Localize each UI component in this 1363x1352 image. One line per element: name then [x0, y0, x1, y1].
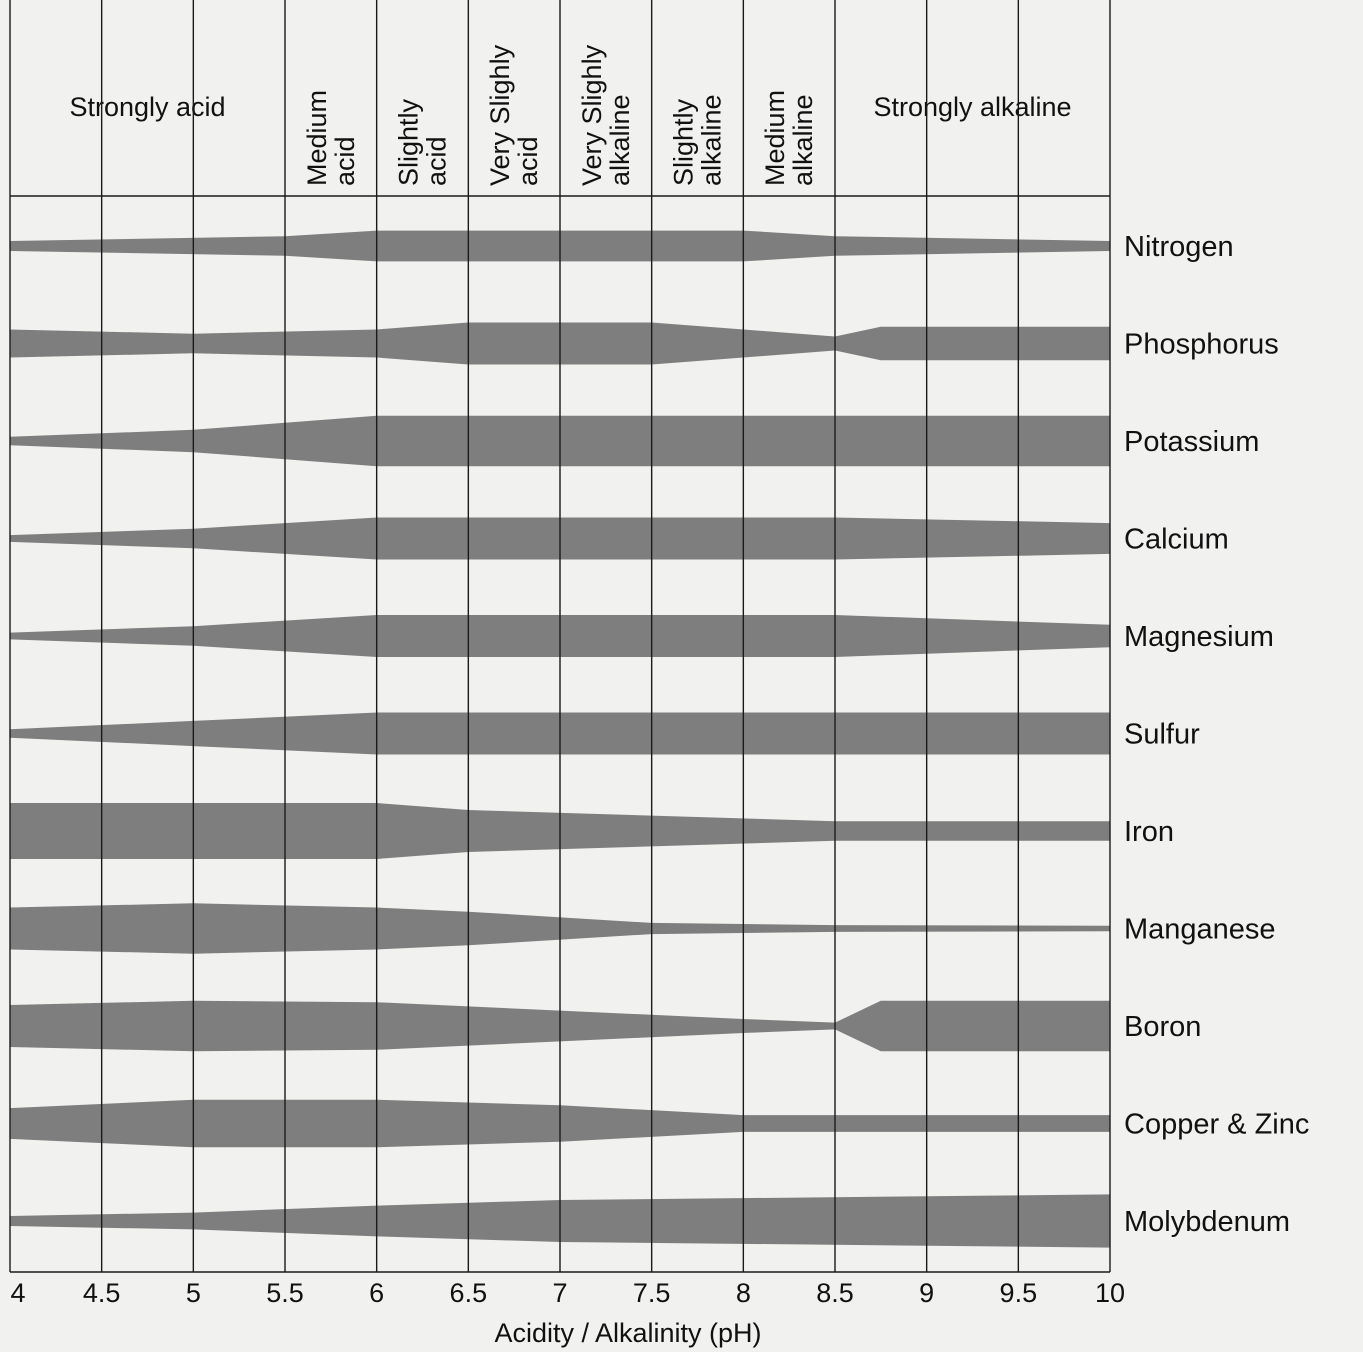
- x-tick-label: 9: [919, 1278, 934, 1308]
- zone-label-line: Very Slighly: [577, 44, 607, 186]
- x-tick-label: 7: [552, 1278, 567, 1308]
- nutrient-label: Boron: [1124, 1011, 1201, 1043]
- zone-label-line: alkaline: [605, 94, 635, 186]
- x-tick-labels: 4 4.5 5 5.5 6 6.5 7 7.5 8 8.5 9 9.5 10: [10, 1278, 1125, 1308]
- zone-label-line: alkaline: [697, 94, 727, 186]
- zone-label: Strongly acid: [69, 92, 225, 122]
- x-tick-label: 6: [369, 1278, 384, 1308]
- nutrient-label: Calcium: [1124, 524, 1229, 556]
- nutrient-label: Iron: [1124, 816, 1174, 848]
- nutrient-labels: Nitrogen Phosphorus Potassium Calcium Magnes…: [1124, 231, 1309, 1238]
- x-tick-label: 9.5: [1000, 1278, 1038, 1308]
- nutrient-label: Nitrogen: [1124, 231, 1234, 263]
- x-tick-label: 4.5: [83, 1278, 121, 1308]
- zone-label-line: acid: [330, 136, 360, 186]
- nutrient-label: Manganese: [1124, 914, 1276, 946]
- zone-label-line: acid: [422, 136, 452, 186]
- x-tick-label: 4: [10, 1278, 25, 1308]
- x-tick-label: 7.5: [633, 1278, 671, 1308]
- grid-lines: [9, 0, 1111, 1272]
- x-tick-label: 5.5: [266, 1278, 304, 1308]
- x-tick-label: 5: [186, 1278, 201, 1308]
- x-tick-label: 8: [736, 1278, 751, 1308]
- nutrient-label: Molybdenum: [1124, 1206, 1290, 1238]
- nutrient-label: Magnesium: [1124, 621, 1274, 653]
- x-tick-label: 10: [1095, 1278, 1125, 1308]
- zone-label-line: Slightly: [669, 98, 699, 186]
- nutrient-label: Sulfur: [1124, 719, 1200, 751]
- x-tick-label: 8.5: [816, 1278, 854, 1308]
- x-axis-label: Acidity / Alkalinity (pH): [494, 1318, 761, 1348]
- plot-frame: [10, 195, 1110, 1273]
- zone-label-line: alkaline: [788, 94, 818, 186]
- zone-label: Strongly alkaline: [873, 92, 1071, 122]
- x-tick-label: 6.5: [450, 1278, 488, 1308]
- nutrient-label: Potassium: [1124, 426, 1259, 458]
- nutrient-label: Phosphorus: [1124, 329, 1279, 361]
- zone-label-line: Slightly: [394, 98, 424, 186]
- zone-label-line: acid: [513, 136, 543, 186]
- zone-label-line: Very Slighly: [485, 44, 515, 186]
- nutrient-label: Copper & Zinc: [1124, 1109, 1309, 1141]
- zone-label-line: Medium: [760, 90, 790, 186]
- zone-label-line: Medium: [302, 90, 332, 186]
